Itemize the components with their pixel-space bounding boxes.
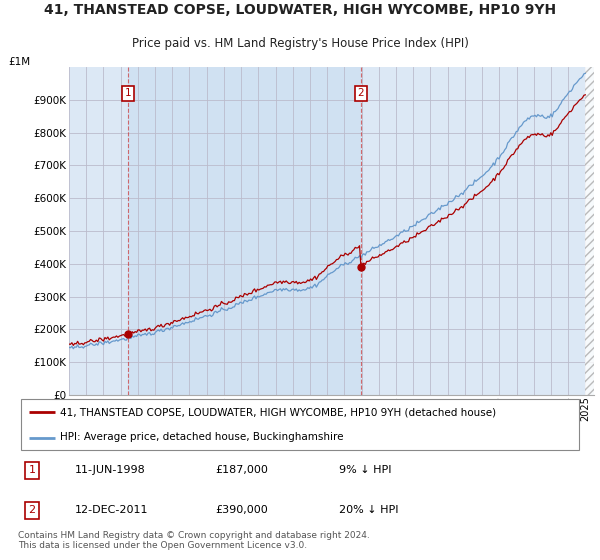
Text: 1: 1	[29, 465, 35, 475]
Bar	[586, 67, 594, 395]
Text: 12-DEC-2011: 12-DEC-2011	[74, 505, 148, 515]
Text: 9% ↓ HPI: 9% ↓ HPI	[340, 465, 392, 475]
Text: £390,000: £390,000	[215, 505, 268, 515]
Text: 20% ↓ HPI: 20% ↓ HPI	[340, 505, 399, 515]
Text: Contains HM Land Registry data © Crown copyright and database right 2024.
This d: Contains HM Land Registry data © Crown c…	[18, 531, 370, 550]
Text: 41, THANSTEAD COPSE, LOUDWATER, HIGH WYCOMBE, HP10 9YH (detached house): 41, THANSTEAD COPSE, LOUDWATER, HIGH WYC…	[60, 408, 496, 418]
Text: £1M: £1M	[8, 57, 31, 67]
Text: Price paid vs. HM Land Registry's House Price Index (HPI): Price paid vs. HM Land Registry's House …	[131, 37, 469, 50]
Text: £187,000: £187,000	[215, 465, 268, 475]
Bar	[128, 67, 361, 395]
Text: HPI: Average price, detached house, Buckinghamshire: HPI: Average price, detached house, Buck…	[60, 432, 344, 442]
Text: 41, THANSTEAD COPSE, LOUDWATER, HIGH WYCOMBE, HP10 9YH: 41, THANSTEAD COPSE, LOUDWATER, HIGH WYC…	[44, 3, 556, 17]
Text: 2: 2	[29, 505, 35, 515]
Text: 1: 1	[125, 88, 131, 99]
Text: 2: 2	[358, 88, 364, 99]
Text: 11-JUN-1998: 11-JUN-1998	[74, 465, 145, 475]
FancyBboxPatch shape	[21, 399, 579, 450]
